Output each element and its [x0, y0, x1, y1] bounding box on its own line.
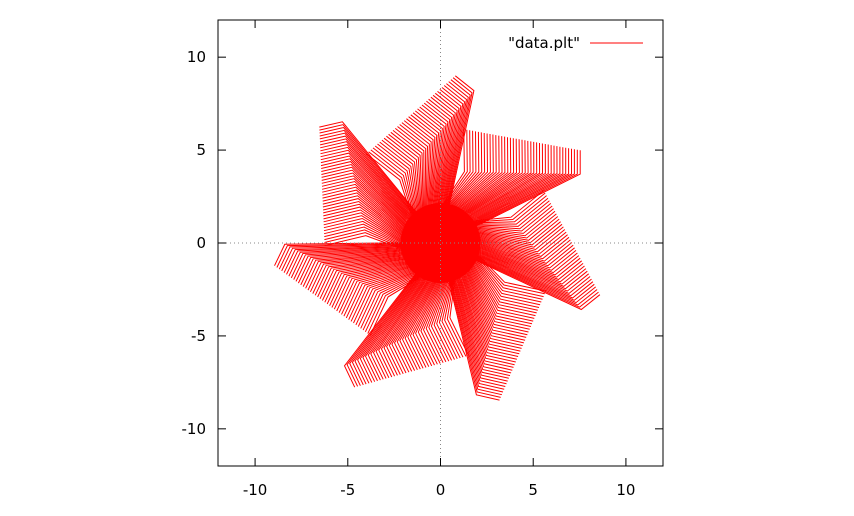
y-tick-label: -5 [191, 327, 206, 345]
x-tick-label: -5 [340, 481, 355, 499]
x-tick-label: 0 [436, 481, 446, 499]
y-tick-label: 5 [196, 141, 206, 159]
y-tick-label: -10 [182, 420, 207, 438]
legend: "data.plt" [508, 34, 643, 52]
y-tick-label: 10 [187, 48, 206, 66]
axes: -10 -5 0 5 10 -10 -5 0 5 10 [182, 19, 664, 499]
x-tick-label: -10 [243, 481, 268, 499]
legend-label: "data.plt" [508, 34, 580, 52]
series-core [400, 203, 481, 283]
y-tick-label: 0 [196, 234, 206, 252]
x-tick-label: 10 [616, 481, 635, 499]
x-tick-label: 5 [528, 481, 538, 499]
plot-series [274, 75, 601, 401]
